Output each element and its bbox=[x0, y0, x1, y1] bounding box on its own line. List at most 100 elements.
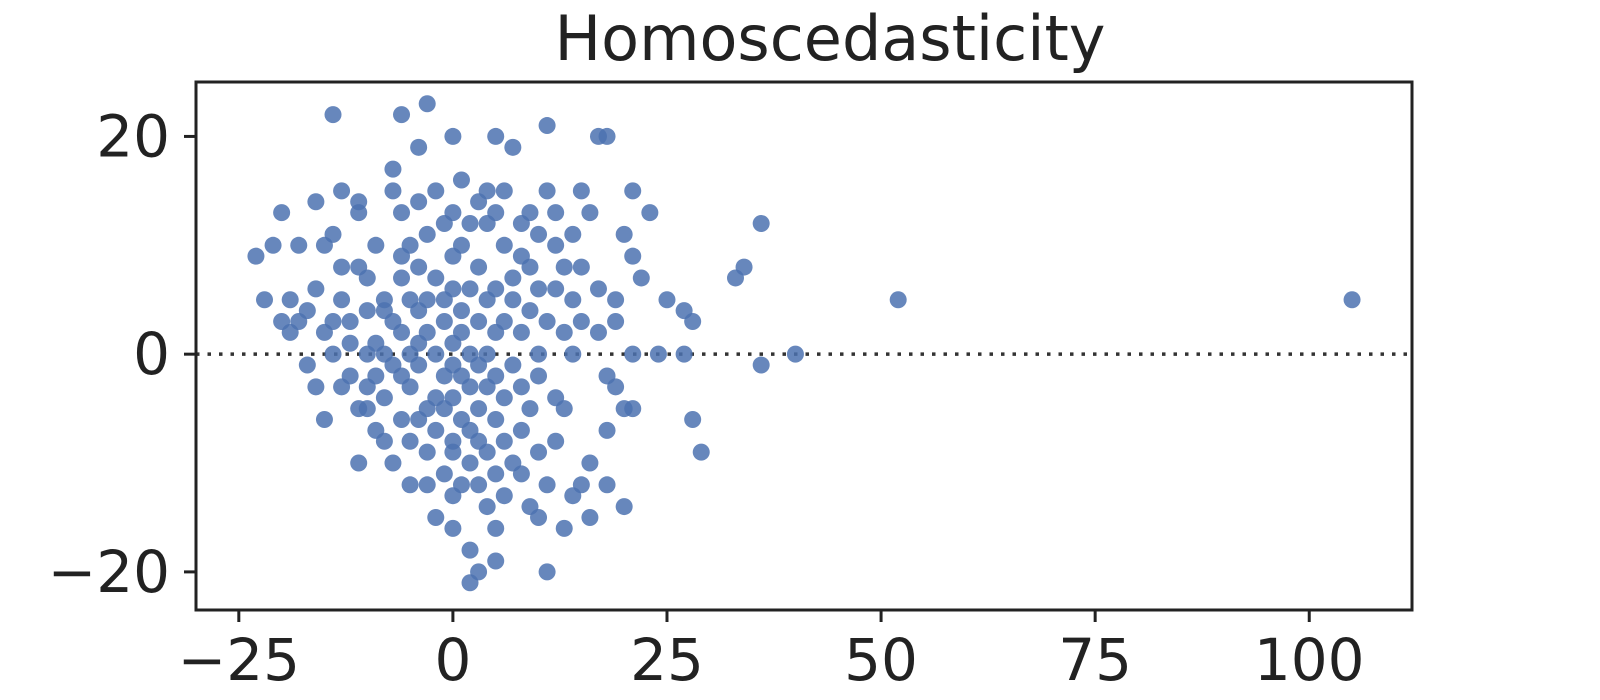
x-tick-label: 0 bbox=[434, 626, 471, 694]
data-point bbox=[401, 236, 419, 254]
data-point bbox=[624, 345, 642, 363]
data-point bbox=[684, 313, 702, 331]
data-point bbox=[564, 345, 582, 363]
y-tick-label: 20 bbox=[96, 102, 170, 170]
data-point bbox=[598, 421, 616, 439]
data-point bbox=[487, 204, 505, 222]
data-point bbox=[735, 258, 753, 276]
data-point bbox=[333, 291, 351, 309]
data-point bbox=[333, 182, 351, 200]
data-point bbox=[256, 291, 274, 309]
data-point bbox=[401, 476, 419, 494]
data-point bbox=[752, 215, 770, 233]
data-point bbox=[452, 476, 470, 494]
data-point bbox=[521, 400, 539, 418]
data-point bbox=[658, 291, 676, 309]
data-point bbox=[547, 432, 565, 450]
data-point bbox=[555, 400, 573, 418]
data-point bbox=[435, 313, 453, 331]
data-point bbox=[478, 345, 496, 363]
data-point bbox=[512, 323, 530, 341]
data-point bbox=[581, 454, 599, 472]
data-point bbox=[495, 389, 513, 407]
data-point bbox=[273, 313, 291, 331]
data-point bbox=[427, 182, 445, 200]
data-point bbox=[530, 443, 548, 461]
data-point bbox=[273, 204, 291, 222]
data-point bbox=[572, 258, 590, 276]
x-tick-label: 25 bbox=[630, 626, 704, 694]
data-point bbox=[581, 204, 599, 222]
data-point bbox=[572, 313, 590, 331]
data-point bbox=[555, 258, 573, 276]
data-point bbox=[624, 247, 642, 265]
data-point bbox=[555, 323, 573, 341]
data-point bbox=[307, 378, 325, 396]
data-point bbox=[512, 378, 530, 396]
data-point bbox=[538, 563, 556, 581]
data-point bbox=[375, 291, 393, 309]
data-point bbox=[427, 345, 445, 363]
data-point bbox=[607, 313, 625, 331]
data-point bbox=[495, 487, 513, 505]
data-point bbox=[444, 389, 462, 407]
data-point bbox=[418, 225, 436, 243]
data-point bbox=[598, 127, 616, 145]
data-point bbox=[444, 280, 462, 298]
data-point bbox=[598, 476, 616, 494]
data-point bbox=[384, 454, 402, 472]
x-tick-label: 75 bbox=[1058, 626, 1132, 694]
data-point bbox=[324, 313, 342, 331]
x-axis: −25 0 25 50 75 100 bbox=[178, 610, 1365, 694]
data-point bbox=[615, 498, 633, 516]
data-point bbox=[470, 313, 488, 331]
data-point bbox=[470, 563, 488, 581]
x-tick-label: 50 bbox=[844, 626, 918, 694]
data-point bbox=[444, 204, 462, 222]
data-point bbox=[452, 171, 470, 189]
data-point bbox=[607, 291, 625, 309]
data-point bbox=[418, 476, 436, 494]
data-point bbox=[315, 410, 333, 428]
data-point bbox=[487, 465, 505, 483]
data-point bbox=[452, 302, 470, 320]
data-point bbox=[538, 117, 556, 135]
data-point bbox=[358, 269, 376, 287]
data-point bbox=[307, 193, 325, 211]
y-tick-label: 0 bbox=[133, 320, 170, 388]
data-point bbox=[538, 313, 556, 331]
data-point bbox=[470, 476, 488, 494]
data-point bbox=[530, 280, 548, 298]
data-point bbox=[530, 508, 548, 526]
data-point bbox=[452, 323, 470, 341]
data-point bbox=[298, 302, 316, 320]
x-tick-label: 100 bbox=[1254, 626, 1365, 694]
data-point bbox=[444, 127, 462, 145]
data-point bbox=[581, 508, 599, 526]
data-point bbox=[487, 519, 505, 537]
data-point bbox=[478, 182, 496, 200]
data-point bbox=[341, 313, 359, 331]
data-point bbox=[452, 236, 470, 254]
data-point bbox=[470, 258, 488, 276]
data-point bbox=[504, 356, 522, 374]
data-point bbox=[393, 269, 411, 287]
data-point bbox=[530, 345, 548, 363]
data-point bbox=[572, 476, 590, 494]
data-point bbox=[752, 356, 770, 374]
data-point bbox=[341, 334, 359, 352]
data-point bbox=[632, 269, 650, 287]
data-point bbox=[547, 236, 565, 254]
data-point bbox=[324, 225, 342, 243]
data-point bbox=[538, 182, 556, 200]
data-point bbox=[487, 410, 505, 428]
data-point bbox=[333, 258, 351, 276]
data-point bbox=[461, 378, 479, 396]
data-point bbox=[675, 345, 693, 363]
chart-title: Homoscedasticity bbox=[554, 2, 1106, 75]
data-point bbox=[401, 378, 419, 396]
data-point bbox=[624, 182, 642, 200]
data-point bbox=[521, 258, 539, 276]
data-point bbox=[495, 432, 513, 450]
